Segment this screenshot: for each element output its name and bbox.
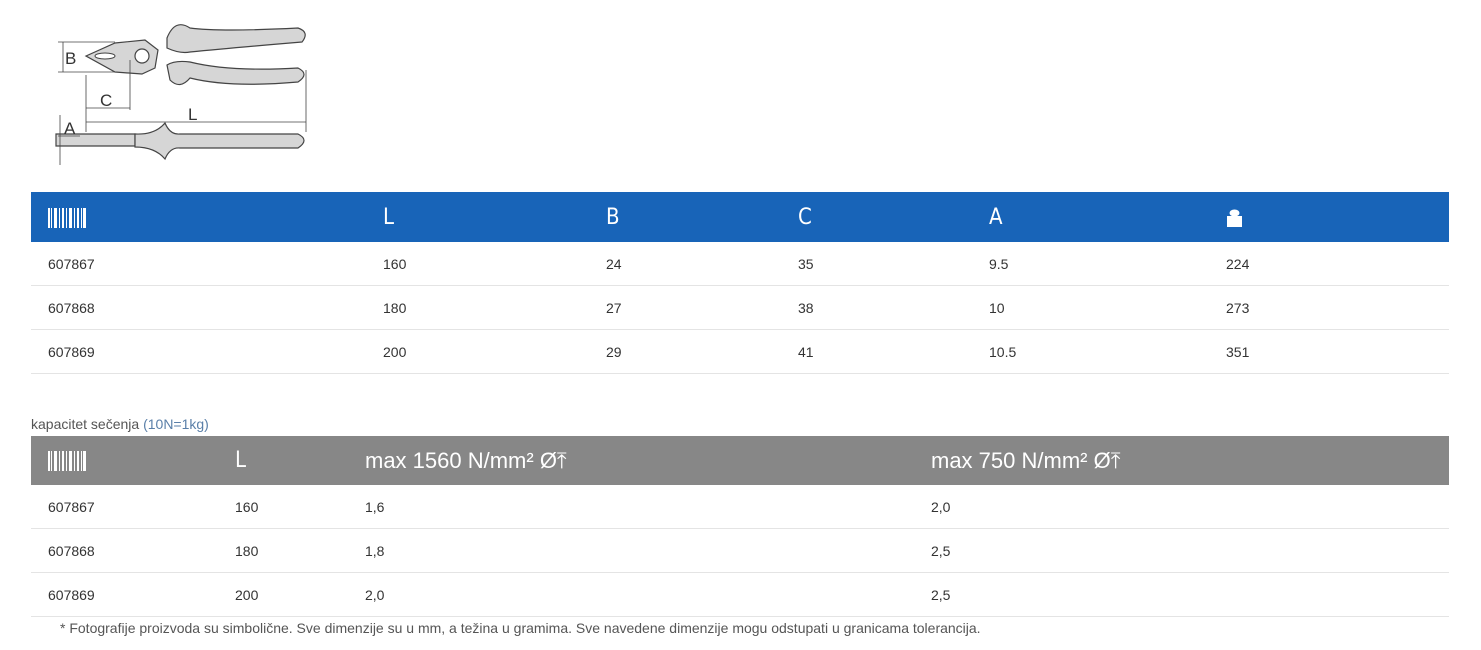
cell-max-750: 2,0: [931, 485, 1449, 529]
caption-text: kapacitet sečenja: [31, 416, 140, 432]
cell-weight: 351: [1226, 329, 1449, 374]
cell-weight: 273: [1226, 285, 1449, 330]
cell-code: 607869: [31, 572, 235, 617]
cell-a: 10.5: [989, 329, 1226, 374]
dimension-a-label: A: [64, 119, 76, 138]
table-header-row: L B C A: [31, 192, 1449, 242]
table-row: 607868 180 27 38 10 273: [31, 285, 1449, 330]
dimensions-table: L B C A 607867 160 24 35 9.5 224 607868 180 27 3…: [31, 192, 1449, 374]
cell-max-750: 2,5: [931, 572, 1449, 617]
cell-max-1560: 1,6: [365, 485, 931, 529]
header-code: [31, 436, 235, 485]
cell-l: 200: [383, 329, 606, 374]
header-weight: [1226, 192, 1449, 242]
header-code: [31, 192, 383, 242]
dimension-l-label: L: [188, 105, 197, 124]
cell-l: 180: [383, 285, 606, 330]
cutting-capacity-table: L max 1560 N/mm² Ø⤒ max 750 N/mm² Ø⤒ 607…: [31, 436, 1449, 617]
cell-a: 9.5: [989, 242, 1226, 286]
barcode-icon: [48, 451, 86, 471]
cell-l: 160: [383, 242, 606, 286]
table-row: 607868 180 1,8 2,5: [31, 528, 1449, 573]
cell-c: 38: [798, 285, 989, 330]
header-l: L: [383, 192, 606, 242]
header-c: C: [798, 192, 989, 242]
cell-code: 607868: [31, 285, 383, 330]
table-header-row: L max 1560 N/mm² Ø⤒ max 750 N/mm² Ø⤒: [31, 436, 1449, 485]
cell-b: 24: [606, 242, 798, 286]
cell-l: 180: [235, 528, 365, 573]
header-a: A: [989, 192, 1226, 242]
cell-b: 27: [606, 285, 798, 330]
cell-code: 607867: [31, 485, 235, 529]
footnote: * Fotografije proizvoda su simbolične. S…: [60, 620, 981, 636]
cell-c: 41: [798, 329, 989, 374]
table-row: 607869 200 29 41 10.5 351: [31, 329, 1449, 374]
cell-max-1560: 1,8: [365, 528, 931, 573]
cell-code: 607868: [31, 528, 235, 573]
header-l: L: [235, 436, 365, 485]
cell-c: 35: [798, 242, 989, 286]
cell-weight: 224: [1226, 242, 1449, 286]
cell-max-1560: 2,0: [365, 572, 931, 617]
pliers-dimension-diagram: B C L A: [55, 24, 307, 165]
cell-code: 607869: [31, 329, 383, 374]
table-row: 607869 200 2,0 2,5: [31, 572, 1449, 617]
header-max-750: max 750 N/mm² Ø⤒: [931, 436, 1449, 485]
cell-max-750: 2,5: [931, 528, 1449, 573]
cell-a: 10: [989, 285, 1226, 330]
cell-l: 160: [235, 485, 365, 529]
table-row: 607867 160 24 35 9.5 224: [31, 242, 1449, 286]
cell-b: 29: [606, 329, 798, 374]
cutting-capacity-caption: kapacitet sečenja (10N=1kg): [31, 416, 209, 432]
table-row: 607867 160 1,6 2,0: [31, 485, 1449, 529]
cell-l: 200: [235, 572, 365, 617]
barcode-icon: [48, 207, 86, 228]
header-b: B: [606, 192, 798, 242]
dimension-b-label: B: [65, 49, 76, 68]
weight-icon: [1227, 209, 1242, 227]
header-max-1560: max 1560 N/mm² Ø⤒: [365, 436, 931, 485]
dimension-c-label: C: [100, 91, 112, 110]
cell-code: 607867: [31, 242, 383, 286]
caption-note: (10N=1kg): [143, 416, 209, 432]
